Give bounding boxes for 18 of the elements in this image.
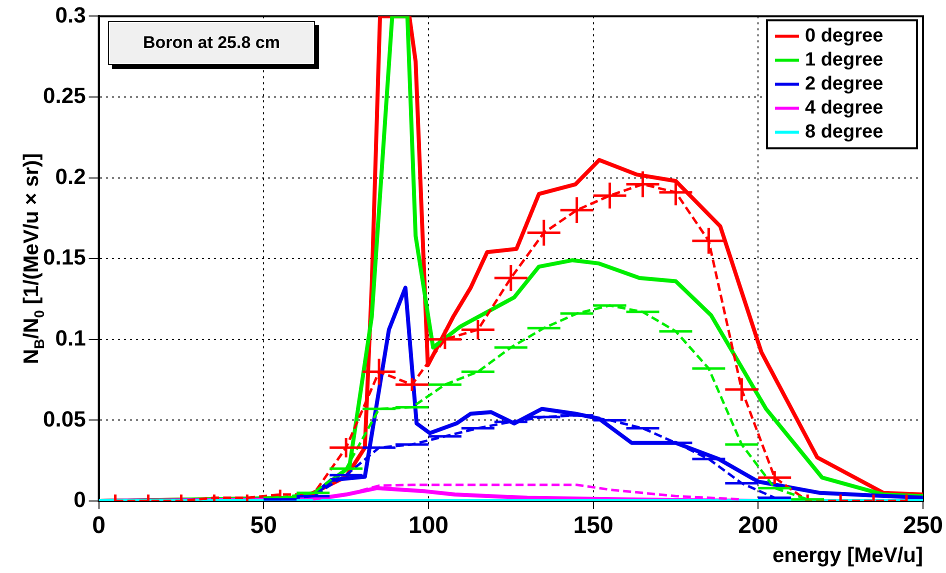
x-tick-label: 150: [573, 512, 614, 540]
x-tick-label: 50: [250, 512, 277, 540]
legend-label: 4 degree: [804, 97, 884, 118]
y-tick-label: 0.3: [55, 2, 86, 28]
legend-label: 0 degree: [804, 25, 884, 46]
x-tick-label: 100: [408, 512, 449, 540]
x-tick-label: 0: [92, 512, 106, 540]
x-axis-title: energy [MeV/u]: [772, 544, 923, 568]
y-tick-label: 0.2: [55, 164, 86, 189]
x-tick-label: 250: [902, 512, 943, 540]
y-tick-label: 0.25: [42, 83, 86, 108]
y-tick-label: 0.1: [55, 325, 86, 350]
legend-label: 2 degree: [804, 73, 884, 94]
y-tick-label: 0.05: [42, 406, 86, 432]
x-tick-label: 200: [738, 512, 778, 540]
legend-label: 8 degree: [804, 121, 884, 142]
legend-label: 1 degree: [804, 49, 884, 70]
y-tick-label: 0: [74, 487, 86, 512]
